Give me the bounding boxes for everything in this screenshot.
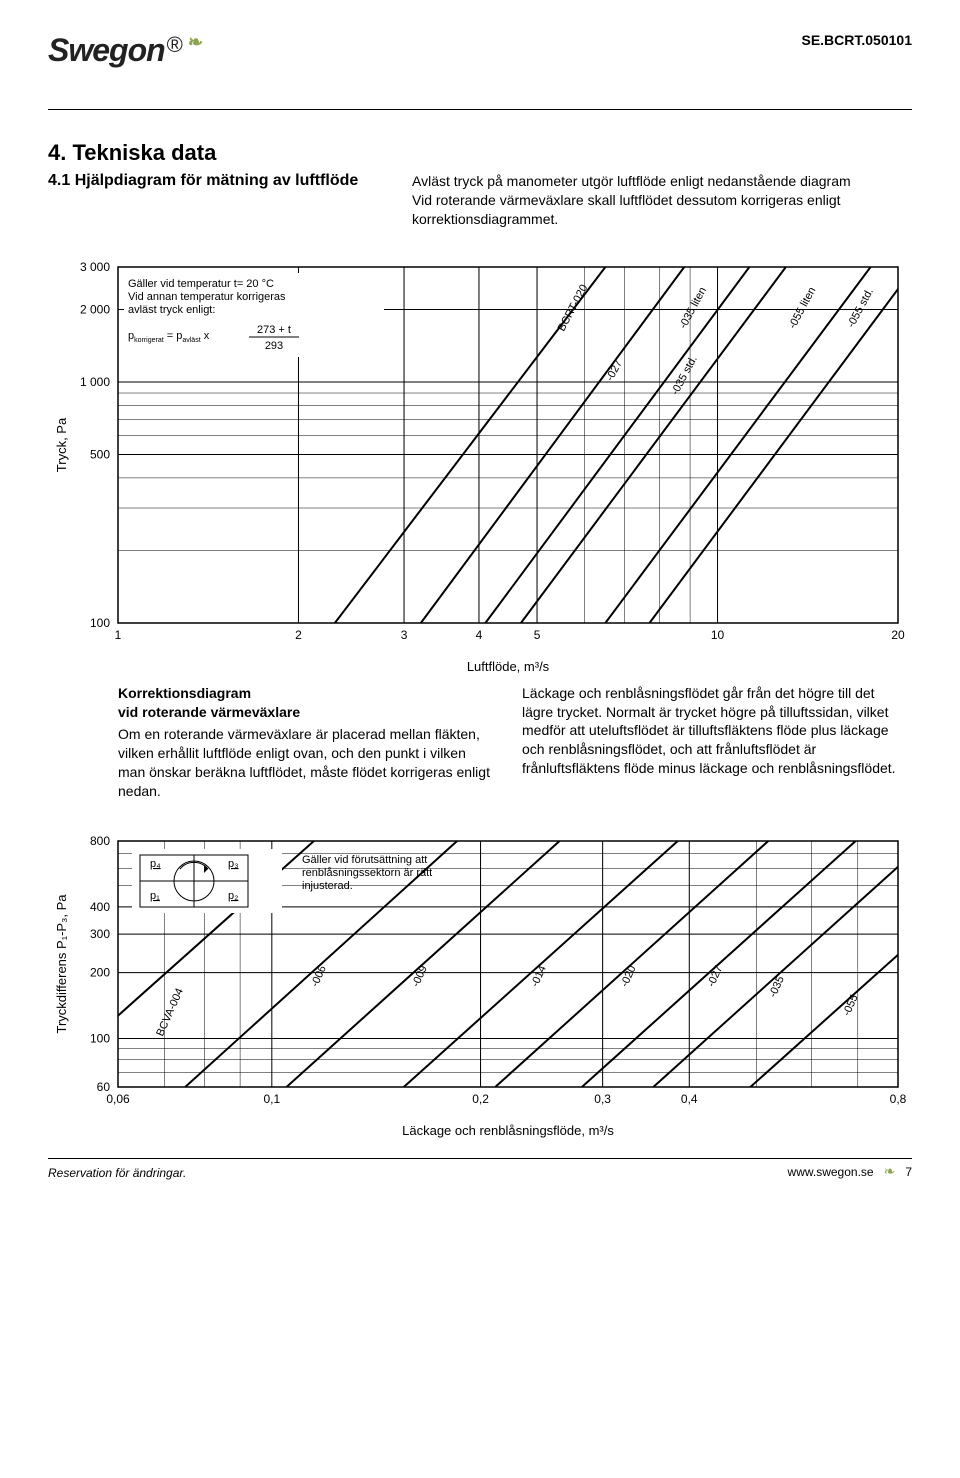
svg-text:800: 800 — [90, 834, 110, 848]
footer-right: www.swegon.se ❧ 7 — [788, 1163, 912, 1180]
svg-text:Gäller vid temperatur t= 20 °C: Gäller vid temperatur t= 20 °C — [128, 278, 274, 290]
chart1-xlabel: Luftflöde, m³/s — [118, 659, 898, 674]
page-header: Swegon® ❧ SE.BCRT.050101 — [48, 32, 912, 69]
svg-text:renblåsningssektorn är rätt: renblåsningssektorn är rätt — [302, 867, 432, 879]
chart2-xlabel: Läckage och renblåsningsflöde, m³/s — [118, 1123, 898, 1138]
chart1-wrap: 1005001 0002 0003 000123451020BCRT-020-0… — [48, 247, 912, 674]
section-title: 4. Tekniska data — [48, 140, 912, 166]
svg-text:3 000: 3 000 — [80, 260, 110, 274]
svg-text:293: 293 — [265, 340, 283, 352]
svg-text:300: 300 — [90, 927, 110, 941]
svg-text:p₃: p₃ — [228, 858, 239, 870]
svg-text:2: 2 — [295, 628, 302, 642]
svg-text:Gäller vid förutsättning att: Gäller vid förutsättning att — [302, 854, 427, 866]
header-divider — [48, 109, 912, 110]
svg-text:5: 5 — [534, 628, 541, 642]
svg-text:400: 400 — [90, 900, 110, 914]
korrektion-left-text: Om en roterande värmeväxlare är placerad… — [118, 725, 494, 801]
korrektion-right: Läckage och renblåsningsflödet går från … — [522, 684, 898, 801]
korrektion-left: Korrektionsdiagramvid roterande värmeväx… — [118, 684, 494, 801]
svg-text:p₂: p₂ — [228, 890, 238, 902]
svg-text:100: 100 — [90, 616, 110, 630]
intro-text: Avläst tryck på manometer utgör luftflöd… — [412, 172, 912, 229]
svg-text:0,06: 0,06 — [106, 1092, 130, 1106]
svg-text:4: 4 — [476, 628, 483, 642]
footer-left: Reservation för ändringar. — [48, 1166, 186, 1180]
svg-text:0,8: 0,8 — [890, 1092, 907, 1106]
svg-text:10: 10 — [711, 628, 725, 642]
pressure-flow-chart: 1005001 0002 0003 000123451020BCRT-020-0… — [48, 247, 908, 657]
svg-text:1 000: 1 000 — [80, 375, 110, 389]
logo-text: Swegon — [48, 32, 165, 69]
svg-text:273 + t: 273 + t — [257, 324, 291, 336]
page-footer: Reservation för ändringar. www.swegon.se… — [48, 1158, 912, 1180]
footer-url: www.swegon.se — [788, 1165, 874, 1179]
svg-text:p₁: p₁ — [150, 890, 160, 902]
svg-text:0,3: 0,3 — [594, 1092, 611, 1106]
logo-leaf-icon: ❧ — [188, 32, 202, 53]
korrektion-right-text: Läckage och renblåsningsflödet går från … — [522, 684, 898, 778]
logo-reg: ® — [167, 32, 182, 58]
svg-text:1: 1 — [115, 628, 122, 642]
svg-text:0,2: 0,2 — [472, 1092, 489, 1106]
subsection-title: 4.1 Hjälpdiagram för mätning av luftflöd… — [48, 172, 388, 229]
footer-page: 7 — [905, 1165, 912, 1179]
svg-text:Tryckdifferens P₁-P₃, Pa: Tryckdifferens P₁-P₃, Pa — [54, 894, 69, 1034]
svg-text:3: 3 — [401, 628, 408, 642]
svg-text:injusterad.: injusterad. — [302, 880, 353, 892]
svg-text:20: 20 — [891, 628, 905, 642]
svg-text:p₄: p₄ — [150, 858, 161, 870]
svg-text:200: 200 — [90, 966, 110, 980]
svg-text:Vid annan temperatur korrigera: Vid annan temperatur korrigeras — [128, 291, 286, 303]
svg-text:2 000: 2 000 — [80, 302, 110, 316]
svg-text:0,4: 0,4 — [681, 1092, 698, 1106]
svg-text:500: 500 — [90, 447, 110, 461]
svg-text:100: 100 — [90, 1032, 110, 1046]
footer-leaf-icon: ❧ — [884, 1163, 896, 1180]
doc-code: SE.BCRT.050101 — [801, 32, 912, 48]
logo: Swegon® ❧ — [48, 32, 202, 69]
svg-text:0,1: 0,1 — [263, 1092, 280, 1106]
korrektion-title: Korrektionsdiagramvid roterande värmeväx… — [118, 684, 494, 722]
leakage-chart: 601002003004008000,060,10,20,30,40,8BCVA… — [48, 821, 908, 1121]
sub-row: 4.1 Hjälpdiagram för mätning av luftflöd… — [48, 172, 912, 229]
korrektion-columns: Korrektionsdiagramvid roterande värmeväx… — [118, 684, 898, 801]
svg-text:Tryck, Pa: Tryck, Pa — [54, 417, 69, 472]
chart2-wrap: 601002003004008000,060,10,20,30,40,8BCVA… — [48, 821, 912, 1138]
svg-text:avläst tryck enligt:: avläst tryck enligt: — [128, 304, 215, 316]
